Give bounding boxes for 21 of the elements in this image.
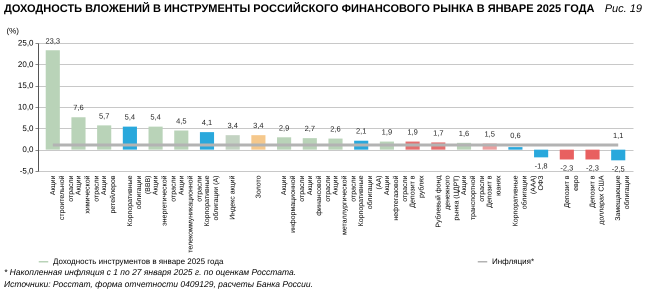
bar [560, 150, 574, 160]
legend-label: Инфляция* [492, 256, 534, 266]
y-tick-label: 20,0 [18, 60, 34, 69]
bar [46, 50, 60, 150]
bar [508, 147, 522, 150]
y-tick-label: 25,0 [18, 38, 34, 48]
y-axis-title: (%) [6, 26, 20, 36]
y-tick-label: -5,0 [20, 166, 34, 176]
bar [534, 150, 548, 158]
text: Рис. 19 [604, 3, 642, 15]
y-tick-label: 15,0 [18, 81, 34, 90]
text: Источники: Росстат, форма отчетности 0409129, расчеты Банка России. [3, 278, 314, 290]
bar [585, 150, 600, 160]
y-tick-label: 10,0 [18, 102, 34, 112]
chart-title: ДОХОДНОСТЬ ВЛОЖЕНИЙ В ИНСТРУМЕНТЫ РОССИЙСКОГО ФИНАНСОВОГО РЫНКА В ЯНВАРЕ 2025 ГОДА [4, 3, 594, 15]
legend-label: Доходность инструментов в январе 2025 года [53, 256, 224, 266]
y-tick-label: 0,0 [22, 145, 34, 154]
y-tick-label: 5,0 [22, 124, 34, 133]
bar [71, 117, 86, 150]
bar [611, 150, 626, 160]
text: * Накопленная инфляция с 1 по 27 января 2025 г. по оценкам Росстата. [3, 266, 298, 278]
